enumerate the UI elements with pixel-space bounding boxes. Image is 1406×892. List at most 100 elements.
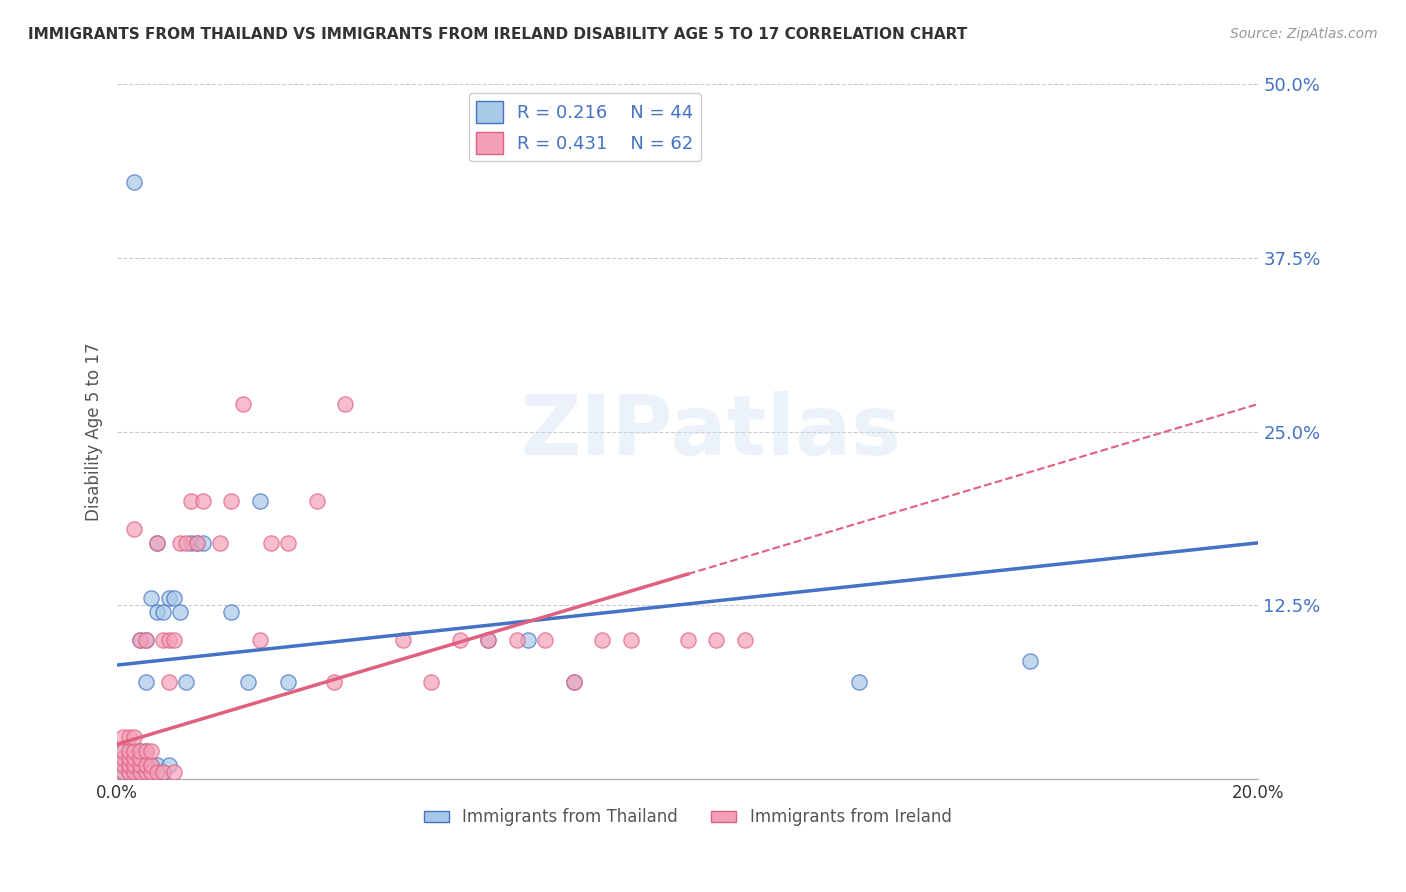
Point: [129, 751, 152, 765]
Text: IMMIGRANTS FROM THAILAND VS IMMIGRANTS FROM IRELAND DISABILITY AGE 5 TO 17 CORRE: IMMIGRANTS FROM THAILAND VS IMMIGRANTS F…: [28, 27, 967, 42]
Point: [157, 591, 180, 606]
Point: [129, 764, 152, 779]
Point: [129, 633, 152, 648]
Point: [186, 536, 208, 550]
Text: ZIPatlas: ZIPatlas: [520, 392, 901, 472]
Point: [124, 175, 146, 189]
Point: [135, 674, 157, 689]
Point: [163, 633, 186, 648]
Point: [135, 633, 157, 648]
Point: [117, 744, 139, 758]
Point: [477, 633, 499, 648]
Point: [591, 633, 613, 648]
Point: [391, 633, 413, 648]
Point: [169, 605, 191, 619]
Point: [124, 764, 146, 779]
Legend: Immigrants from Thailand, Immigrants from Ireland: Immigrants from Thailand, Immigrants fro…: [418, 802, 959, 833]
Point: [277, 536, 299, 550]
Point: [124, 744, 146, 758]
Point: [152, 764, 174, 779]
Point: [163, 764, 186, 779]
Point: [335, 397, 357, 411]
Point: [249, 494, 271, 508]
Point: [129, 633, 152, 648]
Point: [163, 591, 186, 606]
Point: [117, 758, 139, 772]
Point: [146, 536, 169, 550]
Point: [152, 605, 174, 619]
Point: [124, 731, 146, 745]
Point: [117, 751, 139, 765]
Point: [449, 633, 471, 648]
Point: [129, 744, 152, 758]
Point: [124, 522, 146, 536]
Point: [157, 633, 180, 648]
Point: [124, 764, 146, 779]
Point: [141, 764, 163, 779]
Point: [146, 536, 169, 550]
Y-axis label: Disability Age 5 to 17: Disability Age 5 to 17: [86, 343, 103, 521]
Point: [146, 758, 169, 772]
Point: [249, 633, 271, 648]
Point: [157, 674, 180, 689]
Point: [141, 744, 163, 758]
Point: [180, 494, 202, 508]
Point: [152, 633, 174, 648]
Point: [221, 494, 243, 508]
Point: [111, 758, 134, 772]
Point: [129, 744, 152, 758]
Point: [135, 764, 157, 779]
Point: [117, 764, 139, 779]
Point: [174, 674, 197, 689]
Point: [477, 633, 499, 648]
Point: [124, 758, 146, 772]
Point: [562, 674, 585, 689]
Point: [141, 591, 163, 606]
Point: [676, 633, 699, 648]
Point: [180, 536, 202, 550]
Point: [135, 633, 157, 648]
Point: [305, 494, 328, 508]
Point: [111, 731, 134, 745]
Point: [152, 764, 174, 779]
Point: [562, 674, 585, 689]
Point: [124, 751, 146, 765]
Point: [277, 674, 299, 689]
Point: [517, 633, 540, 648]
Point: [141, 758, 163, 772]
Point: [174, 536, 197, 550]
Point: [191, 494, 214, 508]
Point: [124, 758, 146, 772]
Point: [117, 744, 139, 758]
Point: [186, 536, 208, 550]
Point: [221, 605, 243, 619]
Point: [111, 744, 134, 758]
Point: [1019, 654, 1042, 668]
Point: [129, 751, 152, 765]
Point: [260, 536, 283, 550]
Point: [208, 536, 231, 550]
Point: [232, 397, 254, 411]
Point: [117, 758, 139, 772]
Point: [420, 674, 443, 689]
Point: [111, 764, 134, 779]
Point: [734, 633, 756, 648]
Point: [135, 744, 157, 758]
Point: [534, 633, 557, 648]
Point: [323, 674, 346, 689]
Point: [505, 633, 527, 648]
Point: [129, 758, 152, 772]
Point: [146, 764, 169, 779]
Point: [146, 605, 169, 619]
Point: [111, 751, 134, 765]
Point: [135, 744, 157, 758]
Point: [169, 536, 191, 550]
Point: [135, 758, 157, 772]
Point: [191, 536, 214, 550]
Point: [141, 764, 163, 779]
Point: [157, 758, 180, 772]
Point: [111, 744, 134, 758]
Point: [141, 758, 163, 772]
Point: [135, 758, 157, 772]
Point: [620, 633, 643, 648]
